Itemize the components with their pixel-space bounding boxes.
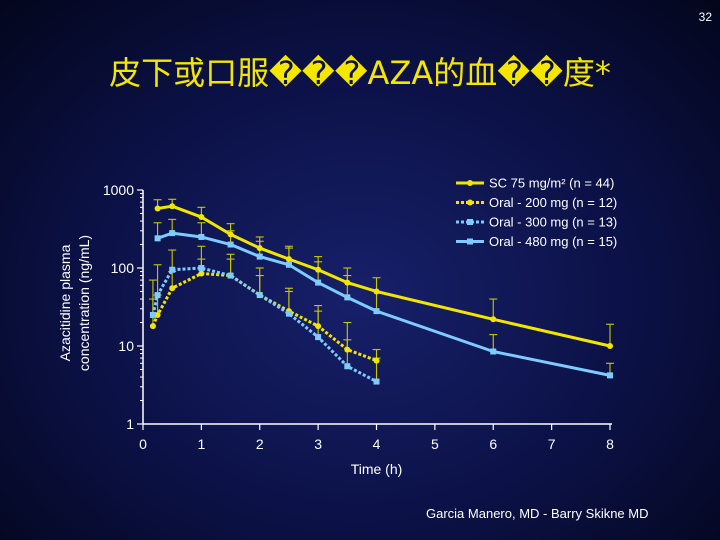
x-tick-label: 6 <box>489 436 497 452</box>
y-axis-title-line: Azacitidine plasma <box>57 244 73 361</box>
point-oral480 <box>607 372 613 379</box>
legend-label-sc: SC 75 mg/m² (n = 44) <box>489 176 614 191</box>
legend-label-oral300: Oral - 300 mg (n = 13) <box>489 215 617 230</box>
series-markers <box>149 203 613 385</box>
legend-label-oral480: Oral - 480 mg (n = 15) <box>489 234 617 249</box>
point-oral300 <box>256 292 263 299</box>
point-oral480 <box>490 348 497 355</box>
x-tick-label: 0 <box>139 436 147 452</box>
point-oral300 <box>373 378 380 385</box>
point-oral480 <box>169 230 176 237</box>
x-axis-title: Time (h) <box>351 461 403 477</box>
point-sc <box>490 316 497 323</box>
x-tick-label: 1 <box>197 436 205 452</box>
point-oral200 <box>149 323 156 330</box>
legend: SC 75 mg/m² (n = 44) Oral - 200 mg (n = 1… <box>456 176 617 249</box>
legend-marker-oral200 <box>467 199 473 206</box>
point-sc <box>154 205 161 212</box>
y-tick-label: 1 <box>126 416 134 432</box>
x-tick-label: 3 <box>314 436 322 452</box>
point-oral200 <box>315 323 322 330</box>
point-oral480 <box>344 294 351 301</box>
y-tick-label: 1000 <box>103 182 134 198</box>
x-tick-label: 7 <box>548 436 556 452</box>
x-tick-label: 8 <box>606 436 614 452</box>
legend-marker-oral300 <box>467 219 473 225</box>
point-sc <box>169 203 176 210</box>
point-oral300 <box>315 334 322 341</box>
point-oral200 <box>198 270 205 277</box>
series-line-oral480 <box>156 231 612 377</box>
point-oral480 <box>315 279 322 286</box>
point-sc <box>373 288 380 295</box>
x-tick-label: 4 <box>373 436 381 452</box>
point-sc <box>198 214 205 221</box>
point-oral200 <box>344 346 351 353</box>
point-oral480 <box>256 253 263 260</box>
point-oral480 <box>154 235 161 242</box>
point-oral300 <box>149 311 156 318</box>
legend-marker-sc <box>467 180 473 186</box>
point-oral300 <box>154 292 161 299</box>
point-oral480 <box>285 261 292 268</box>
point-oral480 <box>198 233 205 240</box>
point-oral300 <box>227 272 234 279</box>
point-sc <box>227 231 234 238</box>
point-sc <box>607 343 613 349</box>
point-oral480 <box>227 241 234 248</box>
point-oral200 <box>169 285 176 292</box>
y-axis-title: Azacitidine plasma concentration (ng/mL) <box>57 235 92 371</box>
point-oral300 <box>344 363 351 370</box>
point-oral300 <box>198 265 205 271</box>
page-number: 32 <box>698 10 712 24</box>
point-sc <box>285 256 292 263</box>
point-sc <box>256 245 263 252</box>
point-sc <box>344 279 351 286</box>
series-line-oral300 <box>151 266 378 383</box>
point-oral300 <box>169 266 176 273</box>
y-tick-label: 100 <box>111 260 135 276</box>
point-sc <box>315 266 322 273</box>
series-lines <box>151 204 612 383</box>
point-oral200 <box>154 311 161 318</box>
legend-label-oral200: Oral - 200 mg (n = 12) <box>489 195 617 210</box>
point-oral480 <box>373 308 380 315</box>
legend-marker-oral480 <box>467 238 473 245</box>
slide-title: 皮下或口服���AZA的血��度* <box>109 54 611 92</box>
credit-text: Garcia Manero, MD - Barry Skikne MD <box>426 506 649 521</box>
x-tick-label: 2 <box>256 436 264 452</box>
x-tick-label: 5 <box>431 436 439 452</box>
y-tick-label: 10 <box>118 338 134 354</box>
y-axis-title-line: concentration (ng/mL) <box>76 235 92 371</box>
point-oral200 <box>373 357 380 364</box>
point-oral300 <box>285 310 292 317</box>
series-line-oral200 <box>151 272 378 362</box>
